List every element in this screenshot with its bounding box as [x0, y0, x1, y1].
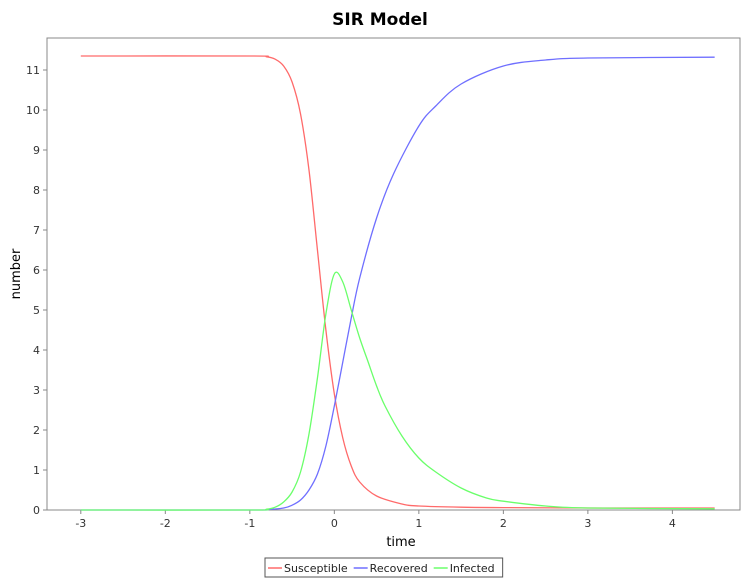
y-tick-label: 9 [33, 144, 40, 157]
y-axis: 0 1 2 3 4 5 6 7 8 9 10 11 [26, 64, 47, 517]
legend-label-recovered: Recovered [370, 562, 428, 575]
x-axis: -3 -2 -1 0 1 2 3 4 [75, 510, 676, 530]
legend-label-infected: Infected [450, 562, 495, 575]
y-tick-label: 6 [33, 264, 40, 277]
y-tick-label: 3 [33, 384, 40, 397]
y-tick-label: 4 [33, 344, 40, 357]
legend: Susceptible Recovered Infected [264, 557, 504, 578]
series-line-recovered [80, 56, 715, 511]
series-line-infected [80, 271, 715, 511]
y-tick-label: 7 [33, 224, 40, 237]
x-axis-title: time [386, 535, 415, 550]
x-tick-label: -3 [75, 517, 86, 530]
plot-area [46, 37, 741, 511]
y-tick-label: 8 [33, 184, 40, 197]
series-layer [80, 55, 715, 511]
x-tick-label: -2 [160, 517, 171, 530]
y-tick-label: 10 [26, 104, 40, 117]
series-line-susceptible [80, 55, 715, 509]
y-axis-title: number [9, 248, 24, 299]
legend-box [264, 557, 504, 578]
y-tick-label: 5 [33, 304, 40, 317]
x-tick-label: 1 [415, 517, 422, 530]
y-tick-label: 1 [33, 464, 40, 477]
chart-title: SIR Model [332, 10, 428, 30]
x-tick-label: 4 [669, 517, 676, 530]
x-tick-label: -1 [244, 517, 255, 530]
y-tick-label: 0 [33, 504, 40, 517]
x-tick-label: 3 [584, 517, 591, 530]
y-tick-label: 2 [33, 424, 40, 437]
x-tick-label: 0 [331, 517, 338, 530]
y-tick-label: 11 [26, 64, 40, 77]
legend-label-susceptible: Susceptible [284, 562, 348, 575]
x-tick-label: 2 [500, 517, 507, 530]
